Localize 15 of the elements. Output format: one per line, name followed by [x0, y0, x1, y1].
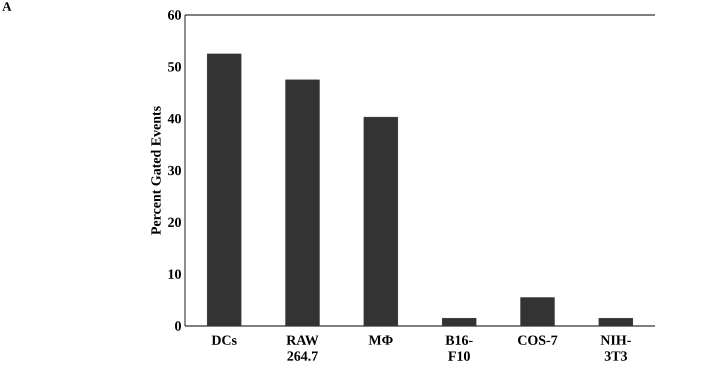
- x-tick-label: COS-7: [518, 336, 558, 345]
- y-tick-label: 0: [175, 321, 181, 331]
- y-tick-label: 10: [168, 269, 181, 279]
- y-tick-label: 50: [168, 62, 181, 72]
- y-tick-label: 40: [168, 114, 181, 124]
- y-tick-label: 60: [168, 10, 181, 20]
- x-tick-label: MΦ: [368, 336, 393, 345]
- text: A: [2, 2, 12, 11]
- x-tick-label: RAW 264.7: [286, 336, 319, 361]
- y-tick-label: 30: [168, 166, 181, 176]
- x-tick-label: NIH-3T3: [600, 336, 631, 361]
- y-tick-label: 20: [168, 218, 181, 228]
- x-tick-label: DCs: [212, 336, 237, 345]
- y-axis-title: Percent Gated Events: [150, 106, 161, 235]
- x-tick-label: B16-F10: [445, 336, 473, 361]
